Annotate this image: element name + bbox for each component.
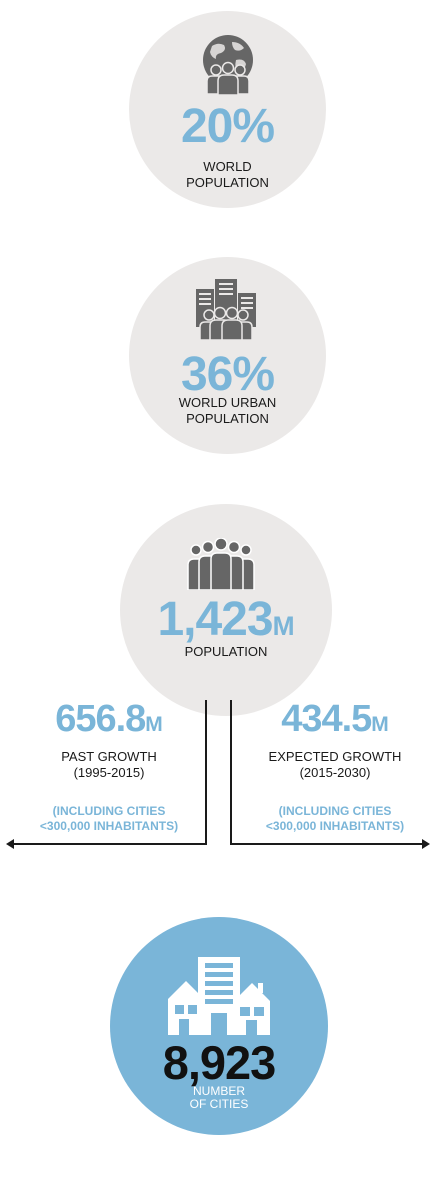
population-number: 1,423 [157,593,273,646]
label-line: WORLD URBAN [178,395,277,410]
expected-growth-block: 434.5M EXPECTED GROWTH (2015-2030) (INCL… [240,700,430,834]
past-growth-description: PAST GROWTH (1995-2015) [14,749,204,781]
left-branch-vertical-line [205,700,207,845]
expected-growth-period: (2015-2030) [299,765,371,780]
expected-growth-value: 434.5M [240,700,430,744]
note-line: <300,000 INHABITANTS) [39,819,179,833]
expected-growth-label: EXPECTED GROWTH [268,749,402,764]
past-growth-block: 656.8M PAST GROWTH (1995-2015) (INCLUDIN… [14,700,204,834]
buildings-people-icon [196,279,256,341]
number-of-cities-label: NUMBER OF CITIES [110,1085,328,1111]
label-line: POPULATION [186,411,269,426]
number-of-cities-value: 8,923 [162,1036,277,1089]
world-population-label: WORLD POPULATION [129,159,326,191]
world-urban-population-stat: 36% WORLD URBAN POPULATION [129,257,326,454]
population-stat: 1,423M POPULATION [120,504,332,716]
world-urban-population-label: WORLD URBAN POPULATION [129,395,326,427]
right-branch-vertical-line [230,700,232,845]
label-line: POPULATION [186,175,269,190]
expected-growth-note: (INCLUDING CITIES <300,000 INHABITANTS) [240,804,430,834]
label-line: OF CITIES [189,1097,249,1111]
expected-growth-description: EXPECTED GROWTH (2015-2030) [240,749,430,781]
expected-growth-number: 434.5 [281,698,372,740]
world-population-value: 20% [180,100,275,153]
population-value: 1,423M [120,596,332,644]
past-growth-unit: M [145,713,163,736]
past-growth-label: PAST GROWTH [61,749,157,764]
label-line: NUMBER [192,1084,245,1098]
left-arrow-icon [6,839,14,849]
people-group-icon [187,538,255,590]
note-line: <300,000 INHABITANTS) [265,819,405,833]
population-label: POPULATION [184,644,268,659]
city-buildings-icon [168,957,270,1035]
world-urban-population-value: 36% [180,348,275,401]
world-population-stat: 20% WORLD POPULATION [129,11,326,208]
note-line: (INCLUDING CITIES [278,804,392,818]
past-growth-period: (1995-2015) [73,765,145,780]
past-growth-note: (INCLUDING CITIES <300,000 INHABITANTS) [14,804,204,834]
past-growth-number: 656.8 [55,698,146,740]
expected-growth-unit: M [371,713,389,736]
note-line: (INCLUDING CITIES [52,804,166,818]
label-line: WORLD [203,159,252,174]
globe-people-icon [203,35,253,96]
number-of-cities-stat: 8,923 NUMBER OF CITIES [110,917,328,1135]
right-arrow-icon [422,839,430,849]
past-growth-value: 656.8M [14,700,204,744]
left-branch-horizontal-line [12,843,207,845]
right-branch-horizontal-line [230,843,424,845]
population-unit: M [272,611,295,641]
